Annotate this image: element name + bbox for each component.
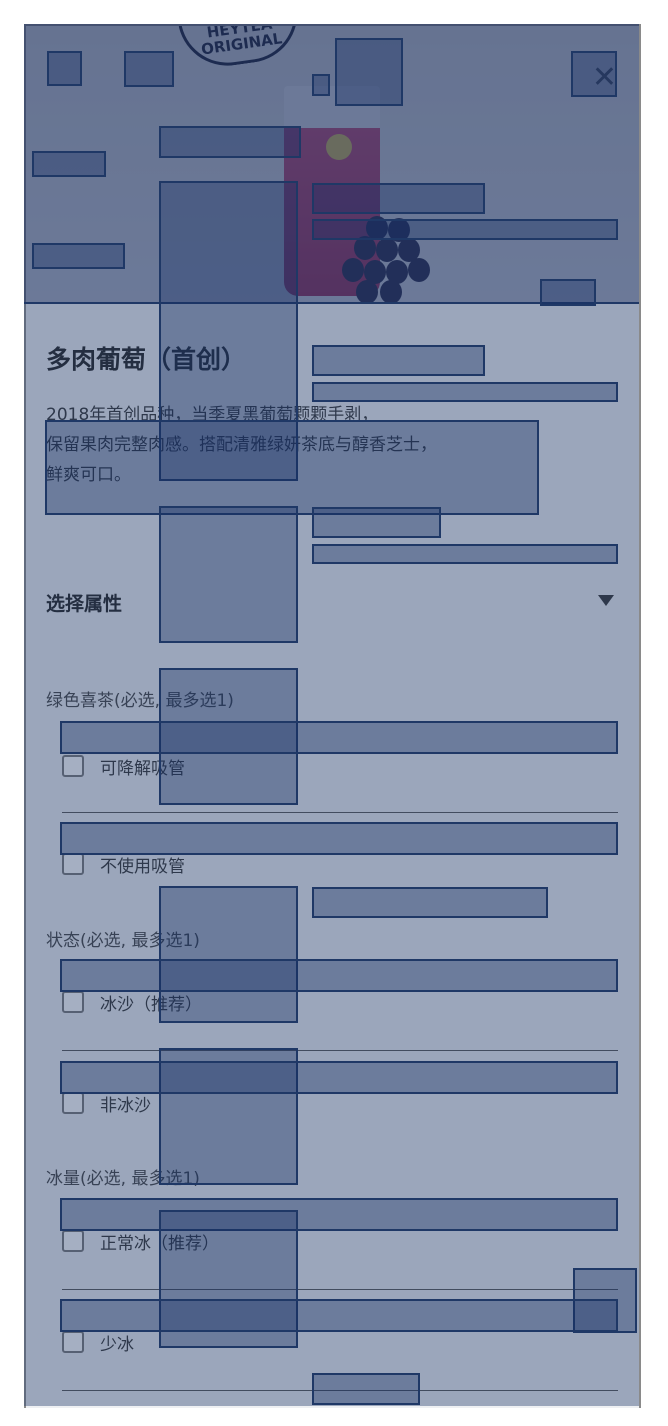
description-line: 2018年首创品种，当季夏黑葡萄颗颗手剥， [46,405,379,425]
option-checkbox[interactable]: 冰沙（推荐） [62,986,618,1018]
checkbox-icon[interactable] [62,1331,84,1353]
option-label: 可降解吸管 [100,758,185,779]
option-checkbox[interactable]: 不使用吸管 [62,848,618,880]
option-label: 冰沙（推荐） [100,994,202,1015]
group-label: 状态(必选, 最多选1) [46,931,200,951]
divider [62,1289,618,1290]
divider [62,1050,618,1051]
product-title: 多肉葡萄（首创） [46,345,247,374]
group-label: 冰量(必选, 最多选1) [46,1169,200,1189]
cup-decoration [326,134,352,160]
option-label: 不使用吸管 [100,856,185,877]
description-line: 鲜爽可口。 [46,465,131,485]
grapes-image [336,216,436,306]
group-label: 绿色喜茶(必选, 最多选1) [46,691,234,711]
close-x-icon[interactable]: ✕ [591,60,617,95]
checkbox-icon[interactable] [62,1092,84,1114]
product-image: HEYTEA ORIGINAL ✕ [26,26,639,304]
option-label: 非冰沙 [100,1095,151,1116]
option-label: 少冰 [100,1334,134,1355]
divider [62,1390,618,1391]
drink-cup-image [284,86,380,296]
checkbox-icon[interactable] [62,755,84,777]
product-description: 2018年首创品种，当季夏黑葡萄颗颗手剥， 保留果肉完整肉感。搭配清雅绿妍茶底与… [46,400,546,490]
divider [62,812,618,813]
brand-logo: HEYTEA ORIGINAL [178,26,304,73]
checkbox-icon[interactable] [62,1230,84,1252]
option-checkbox[interactable]: 非冰沙 [62,1087,618,1119]
caret-down-icon[interactable] [598,595,614,606]
option-checkbox[interactable]: 正常冰（推荐） [62,1225,618,1257]
checkbox-icon[interactable] [62,853,84,875]
option-checkbox[interactable]: 可降解吸管 [62,750,618,782]
product-detail-sheet: HEYTEA ORIGINAL ✕ 多肉葡萄（首创） 2018年首创品种，当季夏黑… [24,24,641,1408]
option-label: 正常冰（推荐） [100,1233,219,1254]
option-checkbox[interactable]: 少冰 [62,1326,618,1358]
description-line: 保留果肉完整肉感。搭配清雅绿妍茶底与醇香芝士， [46,435,437,455]
checkbox-icon[interactable] [62,991,84,1013]
section-title: 选择属性 [46,593,123,615]
